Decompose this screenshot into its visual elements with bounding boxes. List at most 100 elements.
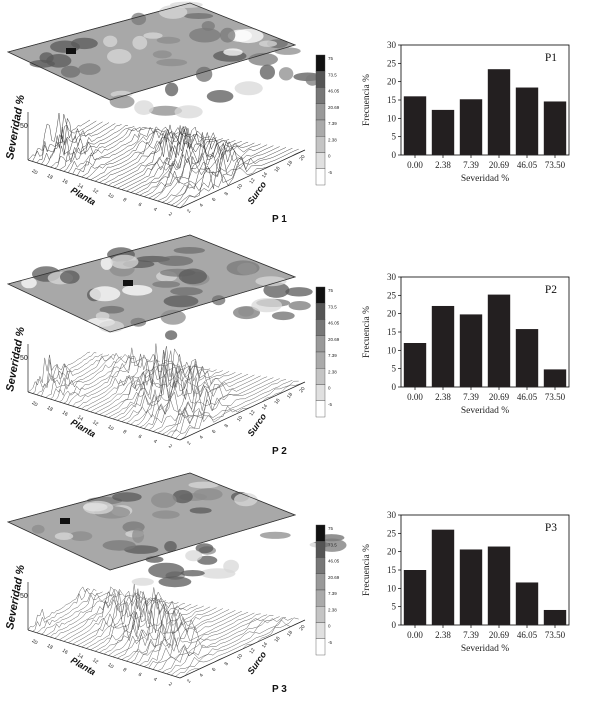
plot-frame [400, 276, 570, 388]
contour-patch [263, 282, 290, 298]
contour-patch [158, 576, 192, 588]
surface-line [68, 590, 147, 643]
bar [543, 369, 567, 387]
surface-line [108, 595, 204, 656]
surco-tick: 16 [273, 165, 281, 173]
surface-line [179, 381, 306, 441]
colorbar-tick: 2.38 [328, 607, 337, 612]
surco-tick: 20 [298, 624, 306, 632]
surface-line [72, 354, 154, 407]
x-tick-label: 2.38 [435, 160, 451, 170]
axis-surco-line [179, 149, 306, 209]
contour-patch [112, 492, 142, 502]
surface-line [175, 617, 299, 677]
y-axis-title: Frecuencia % [362, 74, 372, 126]
surface-line [170, 617, 293, 676]
colorbar-step [315, 152, 326, 169]
contour-patch [143, 32, 163, 39]
contour-patch [151, 492, 177, 508]
surface-line [99, 594, 192, 653]
colorbar-tick: 73.5 [328, 304, 337, 309]
bar [487, 546, 511, 625]
planta-tick: 2 [167, 211, 173, 218]
x-tick-label: 20.69 [489, 630, 510, 640]
surface-line [166, 147, 287, 204]
x-tick-label: 46.05 [517, 392, 538, 402]
contour-patch [188, 481, 219, 489]
colorbar-step [315, 622, 326, 639]
surco-tick: 6 [211, 429, 218, 435]
x-tick-label: 7.39 [463, 392, 479, 402]
surface-line [170, 147, 293, 206]
surface-line [157, 377, 274, 434]
surface-line [90, 588, 179, 650]
surface-line [77, 353, 160, 408]
colorbar-step [315, 286, 326, 304]
surface-line [175, 380, 299, 439]
y-tick-label: 10 [387, 345, 397, 355]
chart-title: P2 [545, 284, 557, 296]
surco-tick: 4 [198, 203, 205, 209]
chart-title: P1 [545, 52, 557, 64]
contour-patch [152, 280, 181, 288]
contour-patch [157, 255, 194, 266]
surface-line [157, 145, 274, 202]
bar [459, 99, 483, 155]
panel-label: P 2 [272, 446, 287, 457]
colorbar-step [315, 524, 326, 542]
surface-line [90, 354, 179, 412]
colorbar-step [315, 71, 326, 88]
surface-line [161, 378, 280, 435]
surface-line [153, 376, 268, 432]
surface-line [103, 354, 198, 417]
axis-planta-line [27, 629, 181, 679]
contour-patch [193, 488, 223, 501]
colorbar-tick: 7.39 [328, 121, 337, 126]
contour-patch [195, 543, 214, 554]
axis-surco-line [179, 381, 306, 441]
surface-line [41, 592, 110, 635]
y-tick-label: 20 [387, 547, 397, 557]
surface-line [63, 126, 141, 172]
plot-frame [400, 44, 570, 156]
contour-patch [165, 330, 178, 341]
contour-patch [54, 532, 74, 540]
bar [515, 87, 539, 155]
bar [431, 109, 455, 155]
contour-patch [163, 295, 199, 308]
contour-patch [285, 287, 313, 297]
surface-line [54, 125, 128, 169]
contour-patch [148, 562, 185, 579]
contour-patch [206, 90, 234, 103]
contour-patch [251, 298, 282, 313]
bar [487, 294, 511, 387]
x-tick-label: 46.05 [517, 160, 538, 170]
surface-line [59, 589, 135, 641]
planta-tick: 20 [30, 400, 38, 408]
planta-tick: 18 [46, 405, 54, 413]
surco-tick: 14 [261, 403, 269, 411]
planta-tick: 4 [152, 439, 158, 446]
planta-tick: 8 [122, 197, 128, 204]
contour-patch [226, 260, 260, 276]
contour-patch [131, 577, 154, 586]
planta-tick: 10 [106, 424, 114, 432]
contour-patch [109, 95, 135, 109]
surco-tick: 2 [186, 678, 193, 684]
surface-line [148, 136, 261, 199]
colorbar-step [315, 589, 326, 607]
contour-patch [259, 40, 277, 47]
contour-patch [180, 570, 205, 577]
surface-line [162, 146, 280, 203]
bar-chart-1: 0 5 10 15 20 25 30 0.00 2.38 7.39 20.69 46.05 73.50 P… [362, 40, 570, 184]
contour-patch [232, 319, 251, 334]
y-axis-title: Frecuencia % [362, 306, 372, 358]
x-tick-label: 7.39 [463, 630, 479, 640]
surface-line [130, 131, 236, 193]
surco-tick: 12 [248, 647, 256, 655]
surface-line [27, 112, 91, 161]
contour-patch [274, 47, 301, 55]
bar [515, 329, 539, 387]
y-tick-label: 0 [392, 150, 397, 160]
surface-plot-2: 75 73.5 46.05 20.69 7.39 2.38 0 -5 20 18 16 14 12 10 8… [4, 234, 340, 457]
